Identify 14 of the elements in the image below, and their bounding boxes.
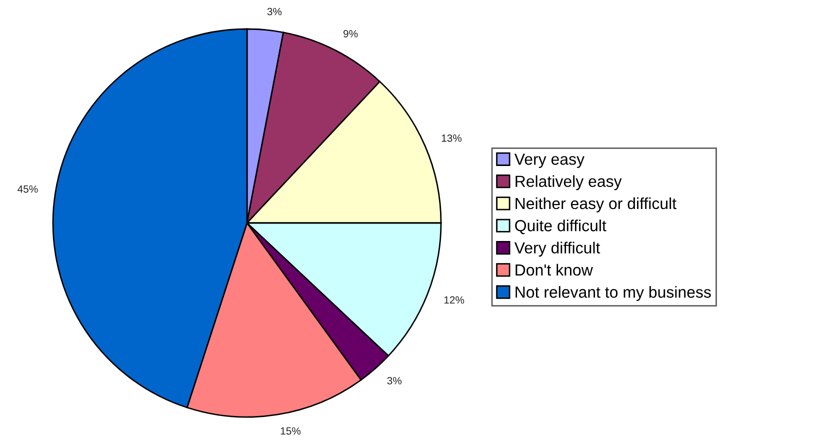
legend-label: Relatively easy bbox=[516, 175, 622, 190]
legend-label: Very easy bbox=[514, 154, 584, 168]
data-label: 3% bbox=[267, 8, 282, 16]
data-label: 45% bbox=[18, 185, 38, 193]
data-label: 3% bbox=[387, 377, 402, 384]
legend-label: Quite difficult bbox=[515, 220, 606, 234]
legend-label: Neither easy or difficult bbox=[516, 197, 676, 212]
data-label: 13% bbox=[442, 134, 462, 142]
legend-label: Don't know bbox=[516, 264, 593, 276]
legend-label: Not relevant to my business bbox=[516, 286, 711, 301]
data-label: 12% bbox=[444, 296, 464, 304]
data-label: 15% bbox=[280, 427, 301, 435]
legend-label: Very difficult bbox=[514, 242, 600, 257]
data-label: 9% bbox=[343, 30, 358, 38]
